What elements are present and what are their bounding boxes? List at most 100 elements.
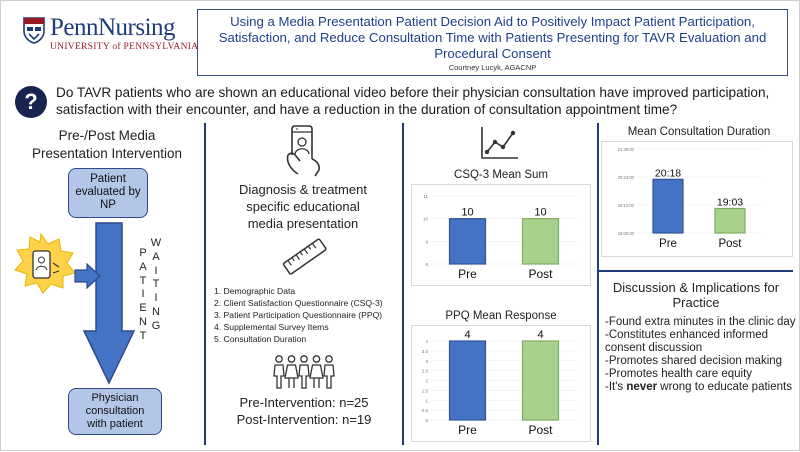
data-label: 19:03: [717, 197, 743, 209]
media-heading-line-3: media presentation: [247, 216, 359, 231]
intervention-heading-line-1: Pre-/Post Media: [58, 128, 156, 143]
column-divider-1: [204, 123, 206, 445]
letter: P: [139, 247, 147, 259]
phone-video-icon: [286, 125, 320, 177]
column-divider-3: [597, 123, 599, 445]
title-line-2: Satisfaction, and Reduce Consultation Ti…: [218, 30, 767, 45]
intervention-heading: Pre-/Post Media Presentation Interventio…: [15, 127, 199, 163]
phys-box-line-2: consultation: [85, 405, 145, 417]
sample-sizes: Pre-Intervention: n=25 Post-Intervention…: [207, 394, 401, 428]
ruler-icon: [282, 238, 327, 275]
y-tick-label: 11: [423, 194, 428, 199]
right-arrow-icon: [74, 262, 101, 290]
y-tick-label: 1.5: [422, 388, 429, 393]
physician-consultation-box: Physician consultation with patient: [68, 388, 162, 435]
question-icon: ?: [15, 86, 47, 118]
column-divider-2: [402, 123, 404, 445]
letter: W: [150, 237, 162, 249]
discussion-item: -Constitutes enhanced informed: [605, 329, 769, 341]
letter: A: [139, 260, 147, 273]
np-box-line-1: Patient: [90, 173, 126, 185]
question-line-1: Do TAVR patients who are shown an educat…: [56, 85, 770, 100]
letter: T: [139, 274, 147, 287]
category-label: Pre: [659, 238, 677, 250]
phone-burst-icon: [14, 232, 76, 294]
discussion-item: -Found extra minutes in the clinic day: [605, 316, 796, 328]
y-tick-label: 0: [425, 418, 428, 423]
discussion-item: consent discussion: [605, 342, 703, 354]
category-label: Post: [718, 238, 742, 250]
bar-post: [521, 340, 560, 421]
bar-pre: [652, 178, 684, 234]
discussion-heading: Discussion & Implications for Practice: [601, 280, 791, 310]
author: Courtney Lucyk, AGACNP: [448, 63, 537, 72]
category-label: Pre: [458, 267, 477, 281]
duration-bar-chart: 18:00:00 19:12:00 20:24:00 21:36:00 20:18 Pre…: [601, 141, 793, 257]
bar-post: [521, 218, 560, 265]
discussion-list: -Found extra minutes in the clinic day -…: [605, 316, 797, 394]
y-tick-label: 19:12:00: [618, 203, 635, 208]
last-prefix: -It's: [605, 381, 627, 393]
bar-pre: [448, 218, 487, 265]
letter: T: [152, 278, 160, 291]
letter: N: [152, 305, 160, 318]
chart-frame: [411, 184, 591, 286]
y-tick-label: 3.5: [422, 349, 429, 354]
letter: G: [151, 319, 161, 332]
y-tick-label: 10: [423, 217, 429, 222]
people-group-icon: [273, 355, 335, 389]
measure-item: 1. Demographic Data: [214, 286, 296, 296]
y-tick-label: 2: [425, 379, 428, 384]
discussion-heading-line-1: Discussion & Implications for: [612, 280, 780, 295]
phys-box-line-3: with patient: [87, 418, 143, 430]
y-tick-label: 1: [425, 398, 428, 403]
data-label: 4: [464, 329, 470, 341]
letter: I: [154, 292, 158, 305]
letter: I: [154, 264, 158, 277]
data-label: 4: [537, 329, 543, 341]
discussion-heading-line-2: Practice: [672, 295, 720, 310]
research-question: Do TAVR patients who are shown an educat…: [56, 84, 796, 118]
y-tick-label: 8: [425, 262, 428, 267]
category-label: Pre: [458, 423, 477, 437]
discussion-item: -Promotes health care equity: [605, 368, 753, 380]
np-box-line-2: evaluated by: [75, 186, 141, 198]
post-intervention-n: Post-Intervention: n=19: [236, 412, 372, 427]
y-tick-label: 20:24:00: [618, 175, 635, 180]
title-box: Using a Media Presentation Patient Decis…: [197, 9, 788, 76]
bar-post: [714, 207, 746, 234]
y-tick-label: 4: [425, 339, 428, 344]
csq3-chart-title: CSQ-3 Mean Sum: [454, 169, 548, 181]
media-heading-line-1: Diagnosis & treatment: [239, 182, 367, 197]
y-tick-label: 18:00:00: [618, 231, 635, 236]
np-evaluation-box: Patient evaluated by NP: [68, 168, 148, 218]
chart-frame: [411, 325, 591, 442]
intervention-heading-line-2: Presentation Intervention: [31, 146, 183, 161]
ppq-bar-chart: 0 0.5 1 1.5 2 2.5 3 3.5 4 4 Pre 4 Post: [411, 325, 591, 442]
vertical-word-waiting: W A I T I N G: [150, 237, 162, 334]
line-chart-icon: [481, 127, 518, 159]
title-line-1: Using a Media Presentation Patient Decis…: [230, 14, 755, 29]
flow-graphics: [14, 222, 136, 385]
last-emphasis: never: [626, 381, 658, 393]
category-label: Post: [528, 267, 553, 281]
section-divider: [599, 270, 793, 272]
letter: E: [139, 302, 147, 315]
pre-intervention-n: Pre-Intervention: n=25: [239, 395, 369, 410]
y-tick-label: 3: [425, 359, 428, 364]
letter: N: [139, 315, 147, 328]
duration-chart-title: Mean Consultation Duration: [627, 126, 771, 138]
letter: I: [141, 288, 145, 301]
measure-item: 5. Consultation Duration: [214, 334, 307, 344]
logo-university: UNIVERSITY of PENNSYLVANIA: [50, 42, 199, 52]
csq3-bar-chart: 8 9 10 11 10 Pre 10 Post: [411, 184, 591, 286]
bar-pre: [448, 340, 487, 421]
y-tick-label: 0.5: [422, 408, 429, 413]
discussion-item: -Promotes shared decision making: [605, 355, 783, 367]
category-label: Post: [528, 423, 553, 437]
measure-item: 4. Supplemental Survey Items: [214, 322, 329, 332]
data-label: 10: [534, 207, 546, 219]
measures-list: 1. Demographic Data 2. Client Satisfacti…: [214, 285, 383, 345]
question-line-2: satisfaction with their encounter, and h…: [56, 102, 678, 117]
